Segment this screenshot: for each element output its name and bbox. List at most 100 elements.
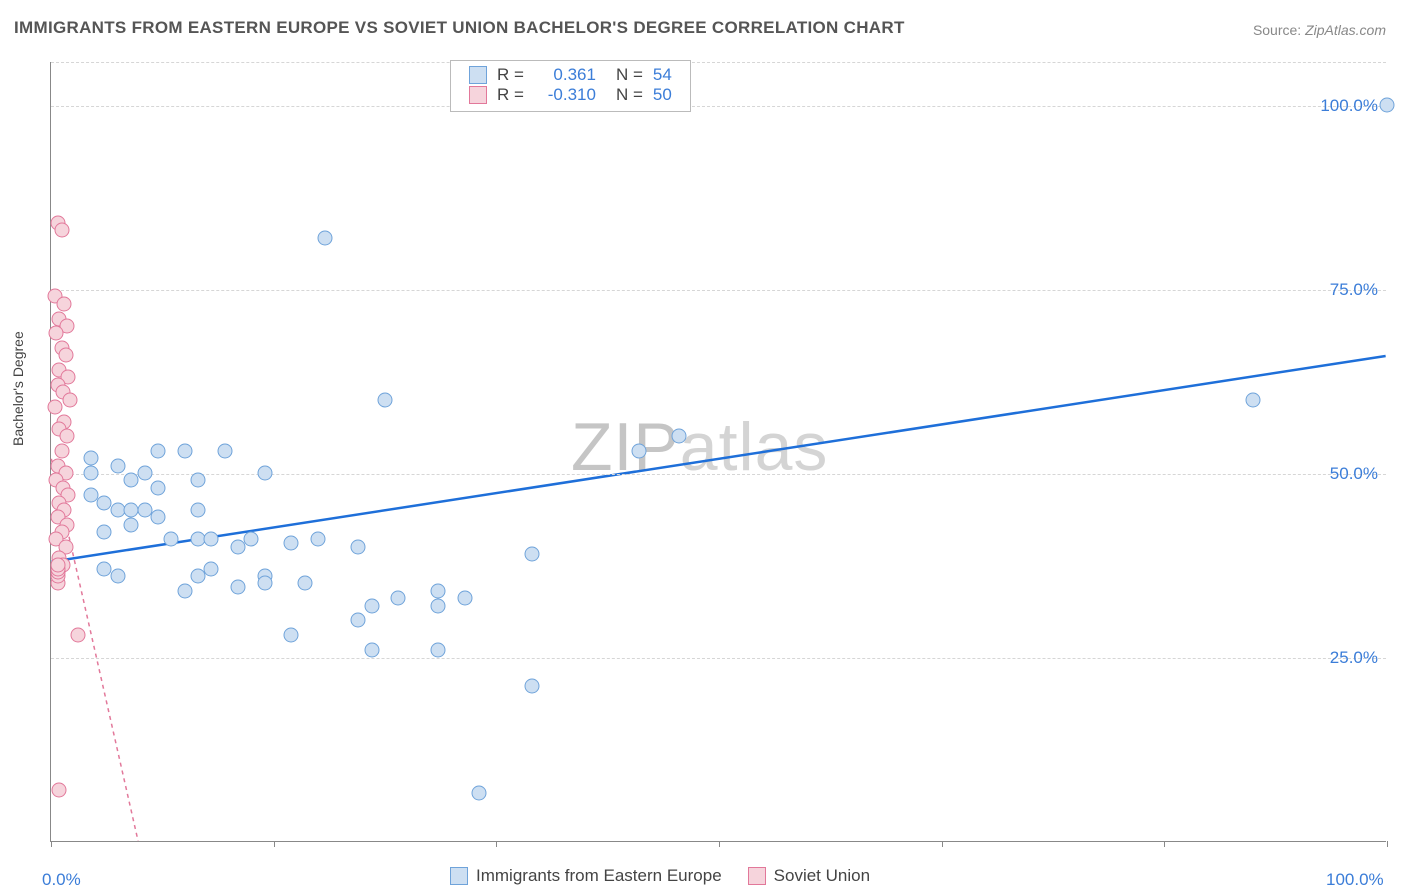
legend-series-name: Soviet Union bbox=[774, 866, 870, 886]
gridline-horizontal bbox=[51, 62, 1386, 63]
legend-item: Soviet Union bbox=[748, 866, 870, 886]
data-point bbox=[431, 583, 446, 598]
plot-area: ZIPatlas 25.0%50.0%75.0%100.0% bbox=[50, 62, 1386, 842]
y-tick-label: 25.0% bbox=[1330, 648, 1378, 668]
data-point bbox=[458, 591, 473, 606]
data-point bbox=[150, 510, 165, 525]
legend-n-label: N = bbox=[616, 65, 643, 85]
legend-r-label: R = bbox=[497, 65, 524, 85]
x-tick-label: 100.0% bbox=[1326, 870, 1384, 890]
gridline-horizontal bbox=[51, 474, 1386, 475]
legend-swatch bbox=[469, 86, 487, 104]
x-tick bbox=[1387, 841, 1388, 847]
source-name: ZipAtlas.com bbox=[1305, 22, 1386, 38]
data-point bbox=[62, 392, 77, 407]
data-point bbox=[70, 627, 85, 642]
data-point bbox=[190, 502, 205, 517]
data-point bbox=[177, 444, 192, 459]
data-point bbox=[84, 466, 99, 481]
data-point bbox=[631, 444, 646, 459]
data-point bbox=[54, 444, 69, 459]
x-tick bbox=[496, 841, 497, 847]
legend-series-name: Immigrants from Eastern Europe bbox=[476, 866, 722, 886]
legend-r-value: 0.361 bbox=[534, 65, 596, 85]
x-tick bbox=[51, 841, 52, 847]
data-point bbox=[364, 642, 379, 657]
legend-swatch bbox=[748, 867, 766, 885]
x-tick bbox=[274, 841, 275, 847]
data-point bbox=[431, 598, 446, 613]
data-point bbox=[524, 679, 539, 694]
gridline-horizontal bbox=[51, 658, 1386, 659]
legend-n-value: 50 bbox=[653, 85, 672, 105]
x-tick bbox=[1164, 841, 1165, 847]
data-point bbox=[1380, 98, 1395, 113]
data-point bbox=[50, 558, 65, 573]
data-point bbox=[471, 786, 486, 801]
data-point bbox=[177, 583, 192, 598]
y-tick-label: 50.0% bbox=[1330, 464, 1378, 484]
legend-r-value: -0.310 bbox=[534, 85, 596, 105]
data-point bbox=[49, 326, 64, 341]
legend-row: R = -0.310 N = 50 bbox=[469, 85, 672, 105]
legend-correlation: R = 0.361 N = 54 R = -0.310 N = 50 bbox=[450, 60, 691, 112]
legend-n-value: 54 bbox=[653, 65, 672, 85]
data-point bbox=[84, 451, 99, 466]
data-point bbox=[58, 348, 73, 363]
data-point bbox=[524, 547, 539, 562]
chart-title: IMMIGRANTS FROM EASTERN EUROPE VS SOVIET… bbox=[14, 18, 905, 38]
y-tick-label: 100.0% bbox=[1320, 96, 1378, 116]
data-point bbox=[54, 223, 69, 238]
data-point bbox=[1246, 392, 1261, 407]
legend-r-label: R = bbox=[497, 85, 524, 105]
source-label: Source: bbox=[1253, 22, 1301, 38]
data-point bbox=[257, 576, 272, 591]
data-point bbox=[671, 429, 686, 444]
data-point bbox=[244, 532, 259, 547]
data-point bbox=[110, 569, 125, 584]
trend-lines-layer bbox=[51, 62, 1386, 841]
data-point bbox=[317, 230, 332, 245]
data-point bbox=[137, 466, 152, 481]
data-point bbox=[204, 532, 219, 547]
legend-swatch bbox=[450, 867, 468, 885]
x-tick bbox=[719, 841, 720, 847]
data-point bbox=[231, 580, 246, 595]
data-point bbox=[190, 473, 205, 488]
data-point bbox=[164, 532, 179, 547]
gridline-horizontal bbox=[51, 290, 1386, 291]
legend-n-label: N = bbox=[616, 85, 643, 105]
y-tick-label: 75.0% bbox=[1330, 280, 1378, 300]
data-point bbox=[284, 535, 299, 550]
data-point bbox=[57, 296, 72, 311]
data-point bbox=[217, 444, 232, 459]
x-tick bbox=[942, 841, 943, 847]
y-axis-label: Bachelor's Degree bbox=[10, 331, 26, 446]
legend-series: Immigrants from Eastern Europe Soviet Uni… bbox=[450, 866, 870, 886]
chart-container: IMMIGRANTS FROM EASTERN EUROPE VS SOVIET… bbox=[0, 0, 1406, 892]
data-point bbox=[60, 429, 75, 444]
legend-item: Immigrants from Eastern Europe bbox=[450, 866, 722, 886]
data-point bbox=[364, 598, 379, 613]
data-point bbox=[150, 444, 165, 459]
data-point bbox=[124, 517, 139, 532]
data-point bbox=[150, 480, 165, 495]
data-point bbox=[97, 524, 112, 539]
data-point bbox=[257, 466, 272, 481]
data-point bbox=[297, 576, 312, 591]
data-point bbox=[351, 539, 366, 554]
data-point bbox=[284, 627, 299, 642]
x-tick-label: 0.0% bbox=[42, 870, 81, 890]
legend-row: R = 0.361 N = 54 bbox=[469, 65, 672, 85]
data-point bbox=[110, 458, 125, 473]
data-point bbox=[52, 782, 67, 797]
data-point bbox=[311, 532, 326, 547]
data-point bbox=[48, 399, 63, 414]
data-point bbox=[351, 613, 366, 628]
data-point bbox=[378, 392, 393, 407]
source-attribution: Source: ZipAtlas.com bbox=[1253, 22, 1386, 38]
data-point bbox=[204, 561, 219, 576]
data-point bbox=[431, 642, 446, 657]
legend-swatch bbox=[469, 66, 487, 84]
gridline-horizontal bbox=[51, 106, 1386, 107]
